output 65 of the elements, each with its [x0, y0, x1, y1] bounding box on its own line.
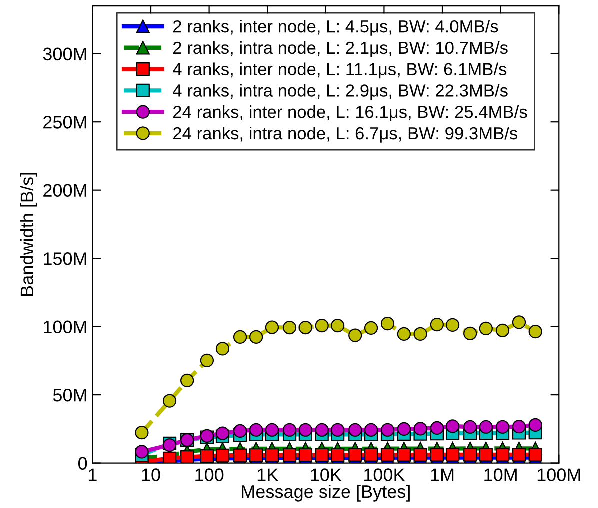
y-tick-label: 150M: [44, 252, 86, 266]
legend-label: 24 ranks, intra node, L: 6.7μs, BW: 99.3MB/s: [174, 126, 518, 143]
x-tick-label: 10: [142, 468, 160, 482]
y-tick-label: 50M: [53, 388, 86, 402]
point: [216, 426, 230, 440]
point: [364, 321, 378, 335]
point: [315, 423, 329, 437]
y-tick-label: 0: [78, 457, 88, 470]
point: [364, 423, 378, 437]
legend-label: 24 ranks, inter node, L: 16.1μs, BW: 25.4MB/s: [174, 106, 528, 122]
point: [430, 318, 444, 332]
point: [496, 324, 510, 338]
point: [331, 423, 345, 437]
point: [446, 318, 460, 332]
point: [397, 422, 411, 436]
x-axis-title: Message size [Bytes]: [242, 484, 410, 502]
point: [479, 322, 493, 336]
point: [464, 326, 478, 340]
y-tick-label: 250M: [44, 116, 86, 129]
point: [282, 423, 297, 437]
legend-label: 2 ranks, intra node, L: 2.1μs, BW: 10.7MB/s: [174, 41, 508, 58]
legend-label: 4 ranks, intra node, L: 2.9μs, BW: 22.3MB/s: [173, 84, 508, 100]
x-tick-label: 10M: [484, 468, 517, 482]
x-tick-label: 1M: [431, 468, 454, 482]
point: [250, 423, 264, 437]
x-tick-label: 100K: [364, 468, 406, 482]
point: [528, 325, 542, 339]
point: [282, 320, 297, 335]
point: [298, 423, 312, 437]
point: [348, 423, 362, 437]
legend-label: 2 ranks, inter node, L: 4.5μs, BW: 4.0MB/s: [174, 20, 498, 36]
point: [528, 418, 542, 432]
point: [464, 420, 478, 434]
x-tick-label: 10K: [311, 468, 342, 482]
x-tick-label: 1: [89, 468, 97, 482]
point: [380, 317, 395, 331]
point: [200, 354, 214, 368]
point: [430, 421, 444, 436]
point: [397, 327, 411, 341]
x-tick-label: 1K: [258, 468, 278, 482]
point: [250, 330, 264, 344]
legend-label: 4 ranks, inter node, L: 11.1μs, BW: 6.1MB/s: [173, 62, 507, 79]
point: [265, 320, 280, 334]
point: [265, 423, 280, 437]
point: [496, 420, 510, 434]
x-tick-label: 100: [196, 468, 224, 482]
point: [512, 420, 526, 434]
point: [479, 420, 493, 434]
y-tick-label: 200M: [44, 184, 86, 198]
point: [315, 319, 329, 333]
point: [414, 327, 428, 341]
point: [233, 330, 248, 344]
point: [414, 422, 428, 436]
y-tick-label: 100M: [44, 320, 86, 334]
point: [331, 319, 345, 333]
point: [348, 328, 362, 342]
point: [380, 423, 395, 437]
y-axis-title: Bandwidth [B/s]: [20, 173, 38, 296]
point: [298, 320, 312, 335]
point: [233, 424, 248, 438]
x-tick-label: 100M: [538, 468, 580, 482]
point: [446, 420, 460, 434]
y-tick-label: 300M: [43, 48, 86, 61]
point: [512, 316, 526, 330]
point: [216, 342, 230, 356]
